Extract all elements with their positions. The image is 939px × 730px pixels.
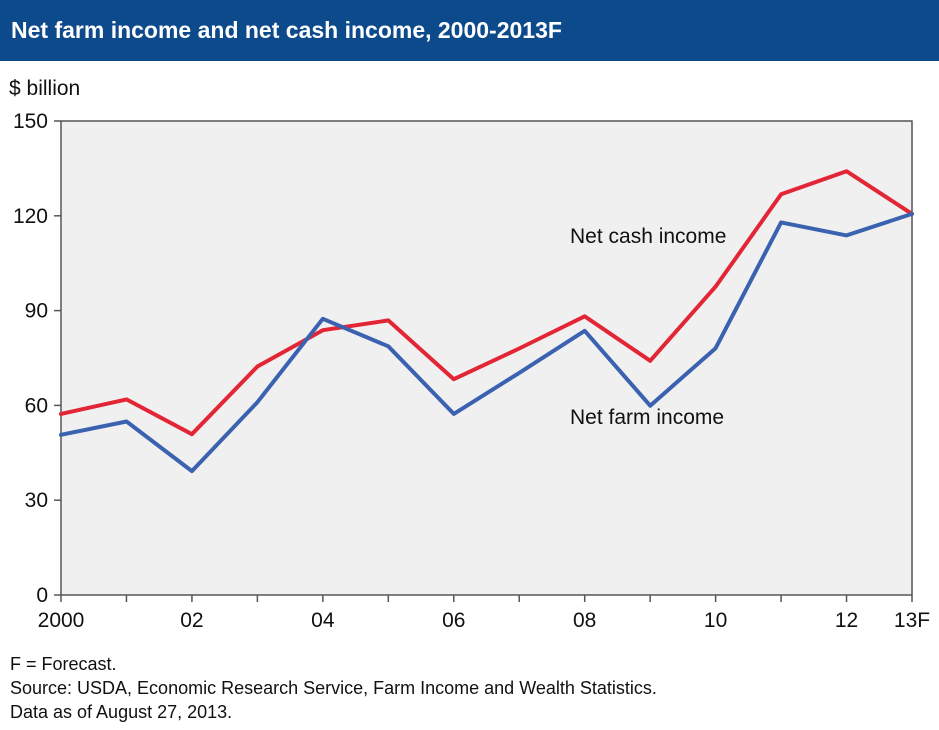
x-tick-label: 12	[835, 609, 858, 632]
y-axis: 0 30 60 90 120 150	[13, 110, 61, 607]
series-label-net-farm-income: Net farm income	[570, 406, 724, 429]
line-chart: $ billion 0 30 60 90 120 150 2000 02 04 06 08 10 12…	[9, 77, 930, 632]
title-bar: Net farm income and net cash income, 200…	[0, 0, 939, 61]
x-tick-label: 2000	[38, 609, 85, 632]
footnote-data-date: Data as of August 27, 2013.	[10, 702, 233, 722]
plot-area	[60, 120, 913, 596]
x-tick-label: 04	[311, 609, 335, 632]
x-tick-label: 06	[442, 609, 465, 632]
y-tick-label: 150	[13, 110, 48, 133]
y-axis-label: $ billion	[9, 77, 80, 100]
y-tick-label: 30	[25, 489, 48, 512]
y-tick-label: 120	[13, 205, 48, 228]
series-label-net-cash-income: Net cash income	[570, 225, 726, 248]
footnotes: F = Forecast. Source: USDA, Economic Res…	[10, 652, 657, 724]
x-tick-label: 13F	[894, 609, 930, 632]
series-line-net-farm-income	[59, 211, 914, 474]
footnote-source: Source: USDA, Economic Research Service,…	[10, 678, 657, 698]
chart-title: Net farm income and net cash income, 200…	[11, 17, 562, 43]
x-tick-label: 08	[573, 609, 596, 632]
y-tick-label: 90	[25, 300, 48, 323]
x-axis: 2000 02 04 06 08 10 12 13F	[38, 595, 930, 632]
y-tick-label: 0	[36, 584, 48, 607]
y-tick-label: 60	[25, 394, 48, 417]
series-line-net-cash-income	[59, 169, 914, 437]
x-tick-label: 10	[704, 609, 727, 632]
x-tick-label: 02	[180, 609, 203, 632]
series-lines	[59, 169, 914, 474]
footnote-forecast: F = Forecast.	[10, 654, 117, 674]
